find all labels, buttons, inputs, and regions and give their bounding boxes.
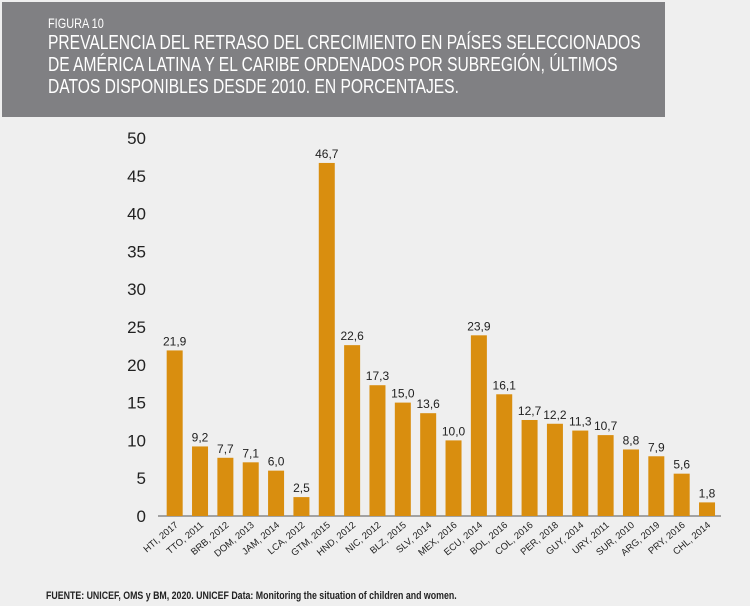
y-tick-label: 15 [127,394,146,413]
data-label: 7,9 [648,440,665,454]
bar [597,435,614,516]
y-tick-label: 20 [127,356,146,375]
data-label: 23,9 [467,319,491,333]
bar [673,473,690,516]
y-tick-label: 45 [127,167,146,186]
data-label: 13,6 [416,397,440,411]
source-note: FUENTE: UNICEF, OMS y BM, 2020. UNICEF D… [46,590,457,602]
bar [242,462,259,516]
data-label: 46,7 [315,147,339,161]
bar [521,419,538,516]
bar [496,394,513,516]
data-label: 15,0 [391,387,415,401]
bar [293,497,310,516]
data-label: 12,7 [518,404,542,418]
bar [344,345,361,516]
data-label: 9,2 [192,430,209,444]
data-label: 12,2 [543,408,567,422]
data-label: 6,0 [268,455,285,469]
bar [622,449,639,516]
y-tick-label: 50 [127,129,146,148]
bar [420,413,437,516]
bar [470,335,487,516]
bar [217,457,234,516]
data-label: 7,7 [217,442,234,456]
data-label: 7,1 [242,446,259,460]
y-tick-label: 25 [127,318,146,337]
bar [166,350,183,516]
data-label: 5,6 [673,458,690,472]
data-label: 10,0 [442,424,466,438]
y-tick-label: 40 [127,205,146,224]
bar [318,162,335,516]
bar [648,456,665,516]
data-label: 2,5 [293,481,310,495]
y-tick-label: 35 [127,242,146,261]
data-label: 17,3 [366,369,390,383]
bar [268,470,285,516]
bar [699,502,716,516]
y-tick-label: 5 [137,469,146,488]
data-label: 11,3 [569,415,592,429]
bar [445,440,462,516]
figure-header: FIGURA 10 PREVALENCIA DEL RETRASO DEL CR… [2,2,665,117]
y-tick-label: 10 [127,431,146,450]
data-label: 1,8 [699,486,716,500]
data-label: 21,9 [163,334,187,348]
bar [546,423,563,516]
data-label: 8,8 [623,433,640,447]
data-label: 10,7 [594,419,618,433]
data-label: 22,6 [340,329,364,343]
bar [394,402,411,516]
figure-label: FIGURA 10 [48,15,104,31]
bar [192,446,209,516]
y-tick-label: 0 [137,507,146,526]
bar [572,430,589,516]
bar [369,385,386,516]
data-label: 16,1 [493,378,517,392]
y-tick-label: 30 [127,280,146,299]
figure-title: PREVALENCIA DEL RETRASO DEL CRECIMIENTO … [48,32,641,98]
